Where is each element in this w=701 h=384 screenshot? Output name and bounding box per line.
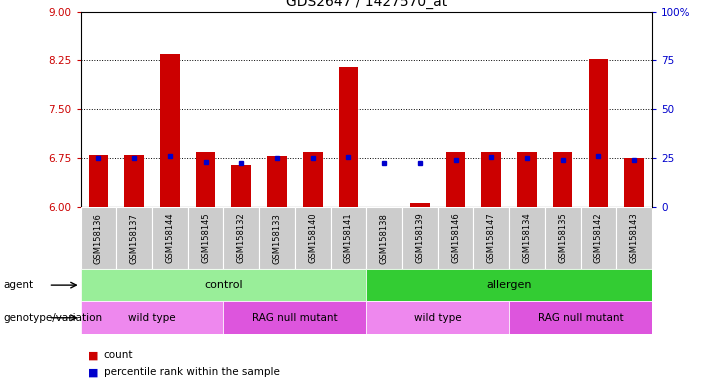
Bar	[545, 207, 580, 269]
Bar	[446, 152, 465, 207]
Text: GSM158139: GSM158139	[415, 213, 424, 263]
Bar	[124, 155, 144, 207]
Text: GSM158140: GSM158140	[308, 213, 318, 263]
Text: allergen: allergen	[486, 280, 532, 290]
Text: GSM158144: GSM158144	[165, 213, 175, 263]
Text: wild type: wild type	[414, 313, 461, 323]
Bar	[509, 207, 545, 269]
Bar	[81, 301, 224, 334]
Text: ■: ■	[88, 367, 98, 377]
Text: GSM158142: GSM158142	[594, 213, 603, 263]
Bar	[482, 152, 501, 207]
Bar	[517, 152, 537, 207]
Bar	[580, 207, 616, 269]
Text: GSM158132: GSM158132	[237, 213, 246, 263]
Bar	[295, 207, 331, 269]
Bar	[331, 207, 366, 269]
Title: GDS2647 / 1427570_at: GDS2647 / 1427570_at	[285, 0, 447, 9]
Text: GSM158138: GSM158138	[380, 213, 388, 263]
Bar	[339, 67, 358, 207]
Text: GSM158137: GSM158137	[130, 213, 139, 263]
Text: genotype/variation: genotype/variation	[4, 313, 102, 323]
Text: ■: ■	[88, 350, 98, 360]
Text: agent: agent	[4, 280, 34, 290]
Bar	[625, 158, 644, 207]
Bar	[224, 301, 366, 334]
Bar	[437, 207, 473, 269]
Text: control: control	[204, 280, 243, 290]
Bar	[88, 155, 108, 207]
Bar	[509, 301, 652, 334]
Bar	[589, 58, 608, 207]
Bar	[410, 203, 430, 207]
Text: GSM158135: GSM158135	[558, 213, 567, 263]
Bar	[188, 207, 224, 269]
Text: GSM158143: GSM158143	[629, 213, 639, 263]
Text: GSM158134: GSM158134	[522, 213, 531, 263]
Bar	[81, 207, 116, 269]
Text: GSM158141: GSM158141	[344, 213, 353, 263]
Text: count: count	[104, 350, 133, 360]
Bar	[366, 269, 652, 301]
Bar	[224, 207, 259, 269]
Bar	[160, 54, 179, 207]
Text: GSM158136: GSM158136	[94, 213, 103, 263]
Text: GSM158146: GSM158146	[451, 213, 460, 263]
Bar	[152, 207, 188, 269]
Bar	[267, 156, 287, 207]
Text: GSM158147: GSM158147	[486, 213, 496, 263]
Bar	[231, 165, 251, 207]
Bar	[553, 152, 573, 207]
Bar	[81, 269, 366, 301]
Text: RAG null mutant: RAG null mutant	[538, 313, 623, 323]
Bar	[259, 207, 295, 269]
Bar	[366, 301, 509, 334]
Bar	[366, 207, 402, 269]
Bar	[616, 207, 652, 269]
Text: wild type: wild type	[128, 313, 176, 323]
Text: GSM158133: GSM158133	[273, 213, 282, 263]
Text: RAG null mutant: RAG null mutant	[252, 313, 338, 323]
Bar	[116, 207, 152, 269]
Bar	[196, 152, 215, 207]
Bar	[473, 207, 509, 269]
Bar	[303, 152, 322, 207]
Bar	[402, 207, 437, 269]
Text: percentile rank within the sample: percentile rank within the sample	[104, 367, 280, 377]
Text: GSM158145: GSM158145	[201, 213, 210, 263]
